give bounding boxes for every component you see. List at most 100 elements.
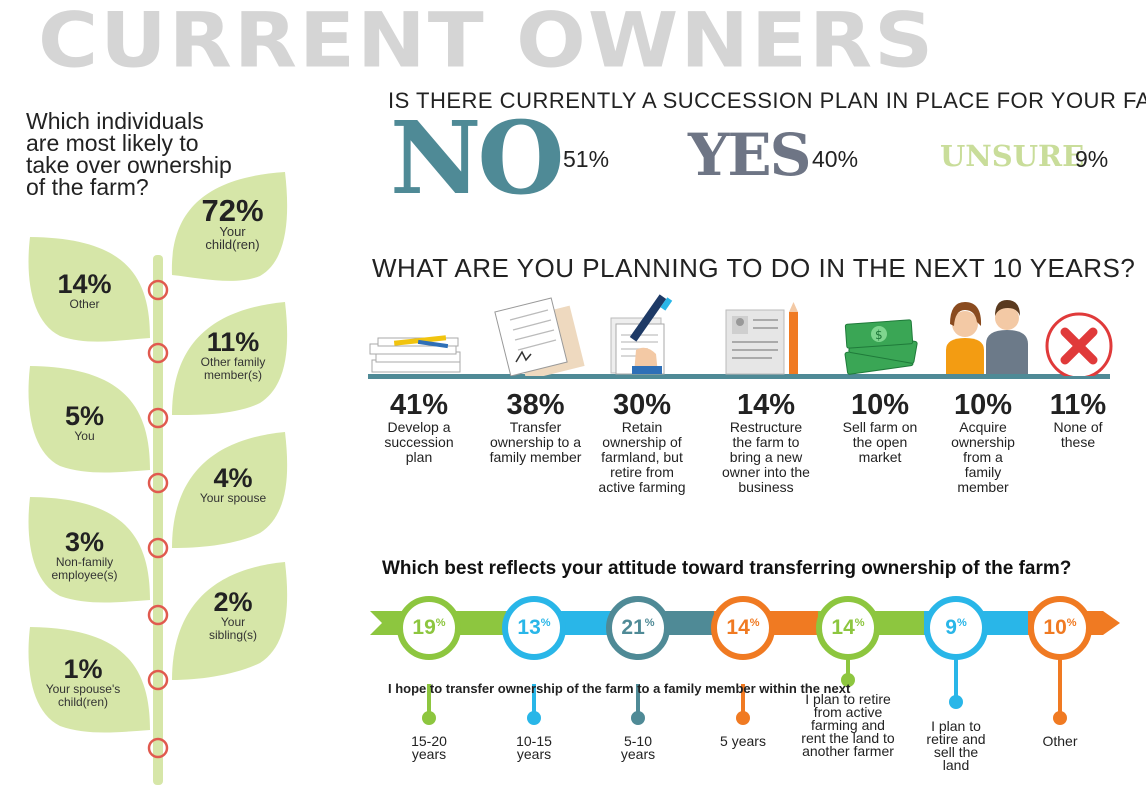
- node-8: [147, 737, 169, 759]
- attitude-pct: 9%: [926, 617, 986, 638]
- plan-label: Retain ownership of farmland, but retire…: [598, 419, 686, 495]
- successor-item: 3% Non-family employee(s): [42, 528, 127, 582]
- plan-label: Acquire ownership from a family member: [951, 419, 1015, 495]
- attitude-pct-sym: %: [1066, 617, 1077, 629]
- successor-pct: 5%: [64, 401, 105, 431]
- successor-item: 2% Your sibling(s): [188, 588, 278, 642]
- attitude-pct-sym: %: [854, 617, 865, 629]
- leaf-left-3: [28, 497, 151, 603]
- attitude-pct-sym: %: [435, 617, 446, 629]
- attitude-label: 15-20 years: [411, 733, 447, 762]
- plan-pct: 10%: [953, 389, 1013, 421]
- node-7: [147, 669, 169, 691]
- successor-label: Other family member(s): [200, 355, 266, 382]
- plan-label: Transfer ownership to a family member: [489, 419, 582, 465]
- attitude-pct-num: 21: [621, 616, 645, 639]
- successor-pct: 3%: [64, 527, 105, 557]
- successor-pct: 1%: [63, 654, 103, 684]
- leaf-left-1: [28, 237, 151, 342]
- successor-label: Your spouse's child(ren): [45, 682, 121, 709]
- money-stack-icon: $: [844, 319, 918, 375]
- attitude-pct: 19%: [399, 617, 459, 638]
- plans-shelf: [368, 374, 1110, 379]
- successor-item: 11% Other family member(s): [188, 328, 278, 382]
- successor-item: 1% Your spouse's child(ren): [38, 655, 128, 709]
- successor-pct: 14%: [57, 269, 112, 299]
- successor-label: Other: [69, 297, 100, 311]
- attitude-pct-num: 14: [831, 616, 855, 639]
- attitude-pct: 10%: [1030, 617, 1090, 638]
- attitude-label: 5 years: [720, 733, 766, 749]
- document-signing-icon: [610, 294, 673, 375]
- plan-label: None of these: [1053, 419, 1103, 450]
- plan-item: 38% Transfer ownership to a family membe…: [488, 390, 583, 465]
- plans-question: WHAT ARE YOU PLANNING TO DO IN THE NEXT …: [372, 253, 1136, 283]
- plan-item: 30% Retain ownership of farmland, but re…: [596, 390, 688, 495]
- hope-label: I hope to transfer ownership of the farm…: [388, 681, 851, 696]
- attitude-pct-num: 9: [945, 616, 957, 639]
- plan-item: 14% Restructure the farm to bring a new …: [718, 390, 814, 495]
- attitude-label: I plan to retire from active farming and…: [801, 691, 895, 759]
- node-2: [147, 342, 169, 364]
- node-6: [147, 604, 169, 626]
- node-1: [147, 279, 169, 301]
- attitude-pct-num: 14: [726, 616, 750, 639]
- attitude-pct-num: 10: [1043, 616, 1067, 639]
- plan-pct: 10%: [850, 389, 910, 421]
- papers-pen-icon: [369, 335, 461, 373]
- successor-pct: 11%: [206, 327, 260, 357]
- successor-label: Your spouse: [199, 491, 267, 505]
- answer-unsure-word: UNSURE: [940, 139, 1085, 173]
- attitude-pct: 14%: [818, 617, 878, 638]
- page-title: CURRENT OWNERS: [38, 0, 936, 85]
- plan-item: 11% None of these: [1040, 390, 1116, 450]
- leaf-right-2: [172, 302, 288, 415]
- successor-vine: [28, 172, 288, 785]
- successor-item: 4% Your spouse: [188, 464, 278, 505]
- attitude-pct-sym: %: [956, 617, 967, 629]
- succession-question: IS THERE CURRENTLY A SUCCESSION PLAN IN …: [388, 88, 1146, 113]
- attitude-label: 5-10 years: [620, 733, 656, 762]
- successor-label: Non-family employee(s): [51, 555, 118, 582]
- plan-item: 10% Acquire ownership from a family memb…: [938, 390, 1028, 495]
- red-x-icon: [1045, 312, 1113, 376]
- successor-label: You: [74, 429, 95, 443]
- attitude-pct: 14%: [713, 617, 773, 638]
- answer-no-pct: 51%: [563, 146, 610, 172]
- plan-label: Restructure the farm to bring a new owne…: [722, 419, 810, 495]
- answer-yes-word: YES: [688, 121, 811, 189]
- plan-pct: 14%: [736, 389, 796, 421]
- leaf-left-4: [28, 627, 151, 733]
- successor-question: Which individuals are most likely to tak…: [26, 108, 232, 200]
- leaf-left-2: [28, 366, 151, 473]
- attitude-pct-num: 13: [517, 616, 541, 639]
- successor-label: Your child(ren): [205, 224, 260, 252]
- svg-text:$: $: [875, 328, 883, 342]
- successor-item: 14% Other: [42, 270, 127, 311]
- node-4: [147, 472, 169, 494]
- attitude-label: Other: [1042, 733, 1078, 749]
- attitude-pct: 13%: [504, 617, 564, 638]
- plans-icons: $: [369, 294, 1113, 376]
- successor-item: 72% Your child(ren): [180, 195, 285, 252]
- plan-pct: 41%: [389, 389, 449, 421]
- attitude-label: I plan to retire and sell the land: [926, 718, 986, 773]
- attitude-label: 10-15 years: [516, 733, 552, 762]
- successor-item: 5% You: [42, 402, 127, 443]
- answer-yes-pct: 40%: [812, 146, 859, 172]
- plan-item: 41% Develop a succession plan: [374, 390, 464, 465]
- attitude-markers: [397, 596, 1092, 725]
- successor-label: Your sibling(s): [208, 615, 257, 642]
- node-5: [147, 537, 169, 559]
- plan-pct: 30%: [612, 389, 672, 421]
- plan-label: Sell farm on the open market: [842, 419, 918, 465]
- plan-label: Develop a succession plan: [384, 419, 454, 465]
- attitude-question: Which best reflects your attitude toward…: [382, 558, 1072, 579]
- leaf-right-1: [171, 172, 288, 281]
- couple-icon: [946, 300, 1028, 374]
- successor-pct: 2%: [213, 587, 253, 617]
- attitude-pct: 21%: [608, 617, 668, 638]
- attitude-pct-sym: %: [749, 617, 760, 629]
- leaf-right-3: [172, 432, 288, 548]
- plan-item: 10% Sell farm on the open market: [834, 390, 926, 465]
